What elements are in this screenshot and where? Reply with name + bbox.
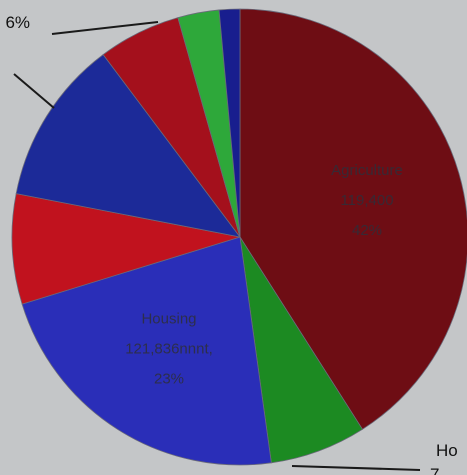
leader-lines — [13, 21, 421, 471]
slice-label-1-line-3: 42% — [352, 222, 382, 239]
outside-label-bottom-right-2: 7 — [430, 465, 439, 475]
pie-slices — [11, 8, 467, 466]
slice-label-3-line-1: Housing — [141, 311, 196, 328]
pie-slice-3 — [21, 236, 272, 466]
pie-slice-4 — [11, 193, 241, 305]
pie-slice-5 — [15, 54, 241, 238]
slice-label-3-line-2: 121,836nnnt, — [125, 341, 213, 358]
outside-label-top-left: , 6% — [0, 13, 30, 32]
outside-label-bottom-right-1: Ho — [436, 441, 458, 460]
slice-label-1-line-2: 119,400 — [340, 192, 393, 209]
pie-slice-1 — [239, 8, 467, 430]
pie-slice-8 — [218, 8, 241, 238]
leader-line-left — [13, 73, 55, 109]
leader-line-bottom — [291, 465, 421, 471]
slice-labels: Agriculture 119,400 42% Housing 121,836nnnt,… — [125, 162, 403, 388]
leader-line-top — [51, 21, 159, 35]
slice-label-1-line-1: Agriculture — [331, 162, 403, 179]
slice-label-3-line-3: 23% — [154, 371, 184, 388]
